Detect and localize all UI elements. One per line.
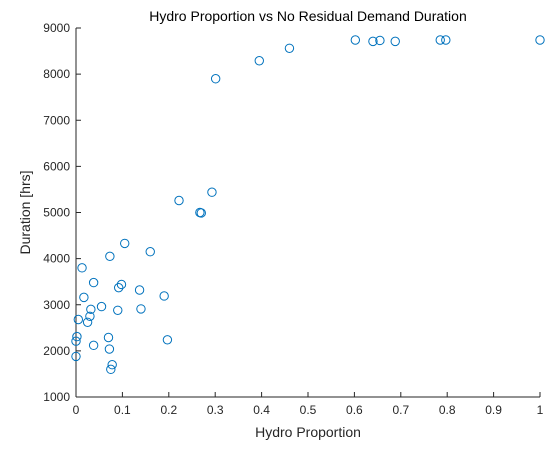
data-point (72, 331, 82, 342)
y-tick-label: 4000 (43, 252, 70, 266)
x-tick-label: 0.8 (439, 403, 456, 417)
data-point (207, 187, 217, 197)
y-tick-label: 5000 (43, 206, 70, 220)
data-point (136, 304, 146, 314)
data-point (71, 351, 81, 362)
data-point (350, 35, 361, 45)
data-point (120, 238, 130, 249)
x-tick-label: 0.2 (160, 403, 177, 417)
data-points (71, 35, 545, 375)
data-point (162, 335, 173, 345)
data-point (441, 35, 451, 45)
data-point (535, 35, 545, 45)
data-point (85, 311, 95, 321)
x-tick-label: 0 (73, 403, 80, 417)
data-point (145, 247, 155, 257)
x-axis-title: Hydro Proportion (255, 424, 361, 440)
data-point (88, 340, 99, 351)
data-point (284, 43, 295, 53)
y-tick-label: 6000 (43, 159, 70, 173)
y-tick-label: 1000 (43, 390, 70, 404)
data-point (390, 36, 400, 47)
data-point (96, 301, 107, 312)
data-point (106, 364, 116, 375)
data-point (375, 35, 385, 46)
data-point (104, 344, 115, 354)
data-point (196, 208, 206, 218)
y-tick-label: 7000 (43, 113, 70, 127)
data-point (210, 74, 221, 84)
y-tick-label: 2000 (43, 344, 70, 358)
data-point (159, 291, 169, 301)
plot-area (76, 28, 540, 397)
data-point (71, 336, 81, 346)
x-axis-ticks: 0 0.1 0.2 0.3 0.4 0.5 0.6 0.7 0.8 0.9 1 (73, 392, 544, 417)
data-point (113, 305, 123, 315)
data-point (86, 304, 96, 315)
y-tick-label: 3000 (43, 298, 70, 312)
data-point (435, 35, 445, 45)
x-tick-label: 0.5 (300, 403, 317, 417)
data-point (368, 36, 378, 47)
data-point (254, 56, 264, 66)
data-point (88, 277, 99, 288)
x-tick-label: 0.4 (253, 403, 270, 417)
chart-title: Hydro Proportion vs No Residual Demand D… (149, 8, 466, 24)
y-tick-label: 8000 (43, 67, 70, 81)
y-axis-title: Duration [hrs] (17, 170, 33, 254)
data-point (82, 317, 93, 327)
x-tick-label: 0.1 (114, 403, 131, 417)
data-point (113, 282, 124, 293)
data-point (134, 285, 145, 295)
data-point (77, 263, 87, 273)
data-point (107, 360, 117, 370)
y-axis-ticks: 1000 2000 3000 4000 5000 6000 7000 8000 9000 (43, 21, 81, 404)
data-point (73, 314, 84, 325)
x-tick-label: 0.6 (346, 403, 363, 417)
x-tick-label: 1 (537, 403, 544, 417)
data-point (116, 279, 127, 290)
data-point (103, 332, 114, 343)
data-point (174, 195, 184, 206)
y-tick-label: 9000 (43, 21, 70, 35)
data-point (79, 292, 89, 303)
x-tick-label: 0.7 (392, 403, 409, 417)
x-tick-label: 0.3 (207, 403, 224, 417)
data-point (105, 251, 115, 262)
x-tick-label: 0.9 (485, 403, 502, 417)
